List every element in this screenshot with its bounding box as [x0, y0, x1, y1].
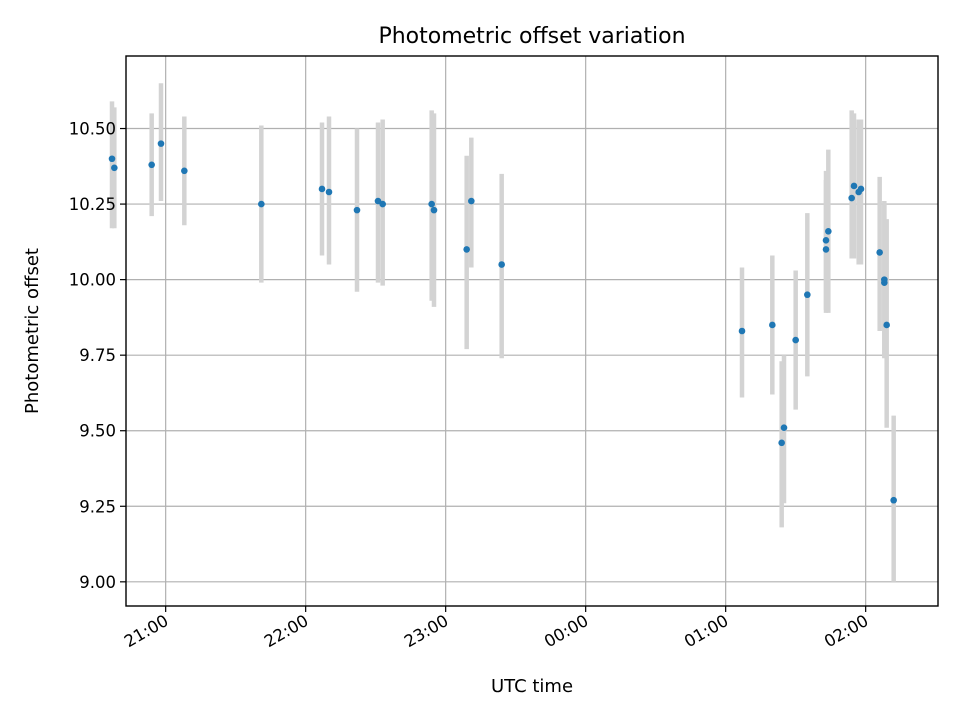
y-axis-ticks: 9.00 9.25 9.50 9.75 10.00 10.25 10.50 — [69, 120, 126, 592]
y-tick-label: 9.75 — [79, 346, 116, 365]
x-tick-label: 00:00 — [541, 611, 592, 651]
y-axis-label: Photometric offset — [22, 248, 43, 414]
grid-lines — [126, 56, 938, 606]
data-point — [890, 496, 897, 504]
y-tick-label: 10.00 — [69, 271, 116, 290]
x-tick-label: 23:00 — [401, 611, 452, 651]
data-point — [325, 188, 333, 196]
data-point — [876, 249, 883, 256]
data-point — [822, 246, 830, 253]
x-tick-label: 01:00 — [681, 611, 732, 651]
data-point — [883, 321, 890, 329]
data-point — [379, 200, 386, 208]
y-tick-label: 9.00 — [79, 573, 116, 592]
data-point — [148, 161, 155, 169]
x-axis-label: UTC time — [491, 676, 573, 697]
data-point — [374, 197, 382, 205]
data-point — [822, 237, 830, 244]
y-tick-label: 10.25 — [69, 195, 116, 214]
y-tick-label: 10.50 — [69, 120, 116, 139]
x-tick-label: 02:00 — [821, 611, 872, 651]
data-point — [498, 261, 505, 268]
x-tick-label: 21:00 — [121, 611, 172, 651]
data-point — [258, 200, 265, 208]
data-point — [463, 246, 470, 253]
x-axis-ticks: 21:00 22:00 23:00 00:00 01:00 02:00 — [121, 606, 872, 651]
y-tick-label: 9.25 — [79, 497, 116, 516]
data-point — [881, 276, 888, 283]
data-point — [157, 140, 165, 147]
data-point — [848, 194, 855, 202]
data-point — [850, 182, 858, 190]
data-point — [181, 167, 188, 175]
x-tick-label: 22:00 — [261, 611, 312, 651]
data-point — [792, 336, 799, 344]
data-point — [353, 206, 361, 214]
data-point — [111, 164, 118, 172]
data-point — [825, 227, 832, 235]
y-tick-label: 9.50 — [79, 422, 116, 441]
chart-title: Photometric offset variation — [378, 24, 685, 49]
data-point — [769, 321, 776, 329]
data-point — [468, 197, 475, 205]
error-bars — [109, 83, 896, 582]
data-point — [430, 206, 438, 214]
data-point — [428, 200, 435, 208]
data-point — [738, 327, 746, 335]
data-point — [108, 155, 116, 163]
data-point — [778, 439, 785, 447]
data-point — [780, 424, 788, 432]
data-point — [318, 185, 326, 193]
data-point — [804, 291, 811, 299]
data-point — [857, 185, 865, 193]
data-points — [108, 140, 897, 504]
plot-frame — [125, 55, 939, 607]
